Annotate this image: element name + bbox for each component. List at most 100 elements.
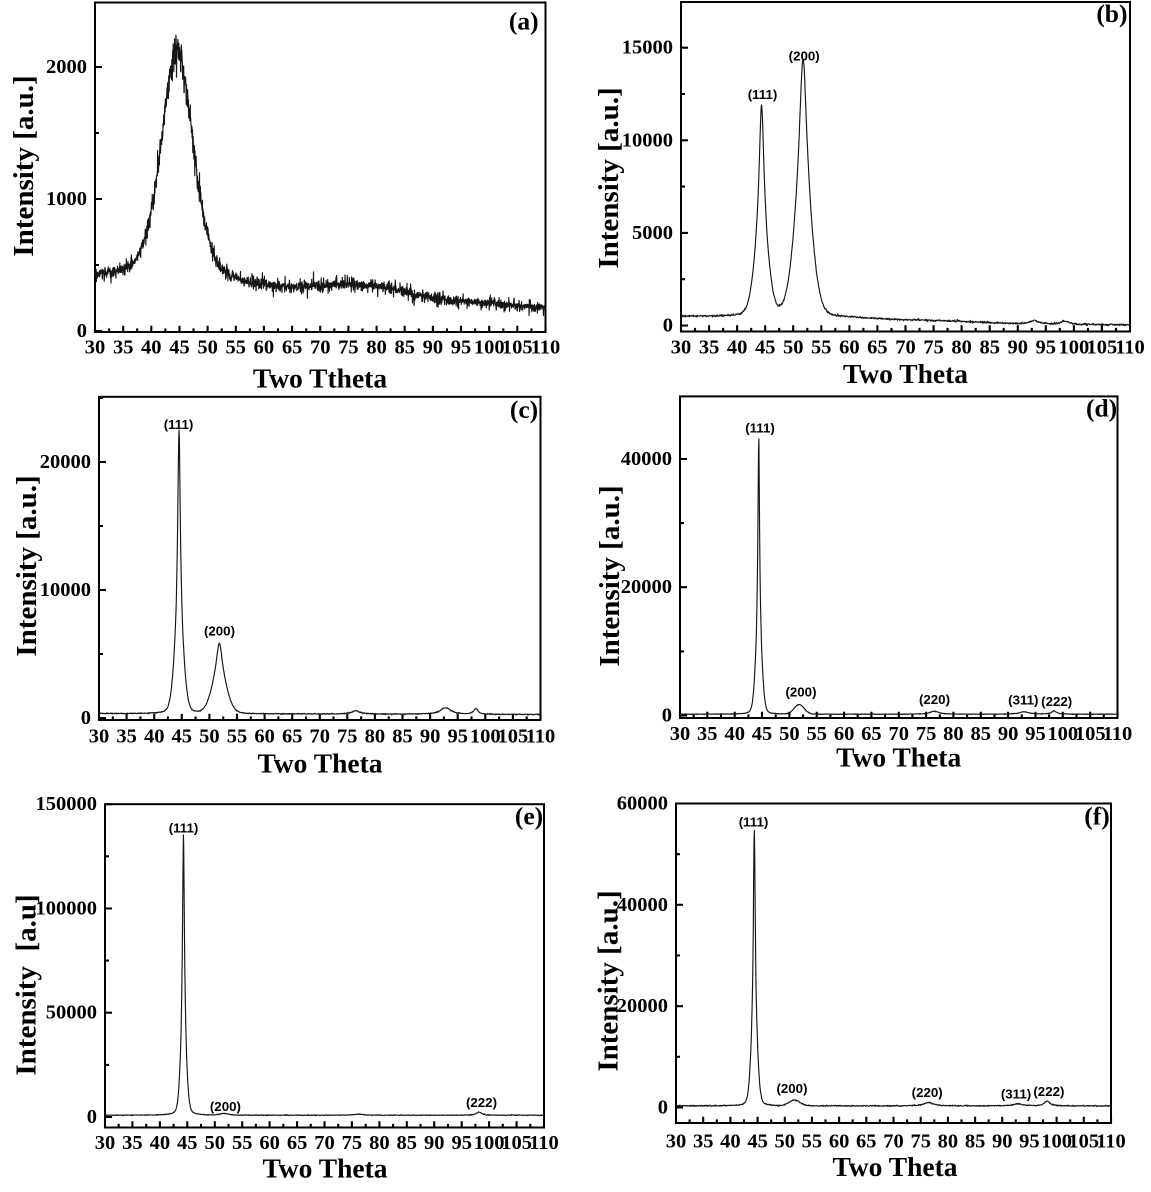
svg-text:110: 110: [1103, 723, 1133, 745]
svg-text:20000: 20000: [617, 995, 668, 1017]
svg-text:35: 35: [116, 726, 137, 748]
svg-text:(a): (a): [509, 6, 539, 35]
svg-text:75: 75: [916, 723, 937, 745]
svg-text:0: 0: [77, 320, 87, 342]
svg-text:35: 35: [697, 723, 718, 745]
svg-text:55: 55: [232, 1132, 253, 1154]
svg-text:40: 40: [727, 337, 748, 359]
svg-text:75: 75: [910, 1131, 931, 1153]
svg-text:65: 65: [282, 726, 303, 748]
svg-text:Intensity [a.u.]: Intensity [a.u.]: [11, 475, 43, 656]
svg-text:(220): (220): [919, 692, 950, 707]
svg-text:45: 45: [169, 337, 190, 359]
svg-text:75: 75: [923, 337, 944, 359]
svg-text:30: 30: [85, 337, 106, 359]
svg-text:Intensity [a.u]: Intensity [a.u]: [11, 894, 43, 1075]
svg-text:35: 35: [693, 1131, 714, 1153]
svg-text:20000: 20000: [621, 576, 672, 598]
svg-text:75: 75: [342, 1132, 363, 1154]
svg-text:35: 35: [113, 337, 134, 359]
svg-text:110: 110: [531, 337, 561, 359]
svg-text:(f): (f): [1084, 802, 1109, 831]
svg-text:(d): (d): [1086, 393, 1117, 422]
svg-text:45: 45: [755, 337, 776, 359]
svg-text:(b): (b): [1096, 0, 1127, 28]
svg-text:90: 90: [424, 1132, 445, 1154]
svg-text:60: 60: [259, 1132, 280, 1154]
svg-text:80: 80: [938, 1131, 959, 1153]
svg-text:85: 85: [394, 337, 415, 359]
svg-text:50: 50: [205, 1132, 226, 1154]
svg-text:(111): (111): [164, 417, 194, 432]
svg-text:65: 65: [282, 337, 303, 359]
svg-text:100: 100: [1047, 723, 1078, 745]
svg-text:85: 85: [965, 1131, 986, 1153]
svg-text:30: 30: [666, 1131, 687, 1153]
svg-text:90: 90: [992, 1131, 1013, 1153]
svg-text:(200): (200): [204, 624, 235, 639]
svg-text:65: 65: [861, 723, 882, 745]
svg-text:90: 90: [423, 337, 444, 359]
svg-text:Two Ttheta: Two Ttheta: [253, 363, 387, 394]
svg-text:75: 75: [338, 337, 359, 359]
svg-text:35: 35: [122, 1132, 143, 1154]
svg-text:95: 95: [1036, 337, 1057, 359]
svg-text:Two Theta: Two Theta: [843, 358, 968, 389]
svg-text:Two Theta: Two Theta: [262, 1153, 387, 1184]
svg-text:110: 110: [1096, 1131, 1126, 1153]
svg-text:95: 95: [1019, 1131, 1040, 1153]
svg-text:30: 30: [95, 1132, 116, 1154]
svg-text:50000: 50000: [46, 1002, 97, 1024]
svg-text:105: 105: [501, 1132, 532, 1154]
svg-text:15000: 15000: [622, 37, 673, 59]
svg-text:90: 90: [1008, 337, 1029, 359]
svg-text:85: 85: [979, 337, 1000, 359]
svg-text:30: 30: [89, 726, 110, 748]
svg-text:105: 105: [498, 726, 529, 748]
svg-text:105: 105: [1075, 723, 1106, 745]
svg-text:(220): (220): [912, 1085, 943, 1100]
svg-text:60: 60: [829, 1131, 850, 1153]
svg-text:45: 45: [177, 1132, 198, 1154]
svg-text:65: 65: [856, 1131, 877, 1153]
svg-text:80: 80: [943, 723, 964, 745]
svg-text:55: 55: [227, 726, 248, 748]
svg-text:1000: 1000: [46, 188, 87, 210]
svg-text:0: 0: [658, 1097, 668, 1119]
svg-text:40: 40: [150, 1132, 171, 1154]
svg-text:35: 35: [699, 337, 720, 359]
svg-text:55: 55: [802, 1131, 823, 1153]
svg-text:85: 85: [392, 726, 413, 748]
svg-text:5000: 5000: [632, 222, 673, 244]
svg-text:(111): (111): [739, 815, 769, 830]
svg-text:110: 110: [529, 1132, 559, 1154]
svg-text:80: 80: [365, 726, 386, 748]
svg-text:Intensity [a.u.]: Intensity [a.u.]: [593, 87, 625, 268]
svg-text:50: 50: [783, 337, 804, 359]
svg-text:30: 30: [671, 337, 692, 359]
svg-text:(222): (222): [1033, 1084, 1064, 1099]
svg-text:(111): (111): [748, 87, 778, 102]
svg-text:0: 0: [662, 705, 672, 727]
svg-text:10000: 10000: [622, 129, 673, 151]
svg-text:10000: 10000: [40, 579, 91, 601]
svg-text:65: 65: [287, 1132, 308, 1154]
svg-text:95: 95: [451, 337, 472, 359]
svg-text:(111): (111): [745, 421, 775, 436]
svg-text:80: 80: [951, 337, 972, 359]
svg-text:90: 90: [420, 726, 441, 748]
svg-text:55: 55: [226, 337, 247, 359]
svg-text:Two Theta: Two Theta: [836, 742, 961, 773]
svg-text:50: 50: [197, 337, 218, 359]
svg-text:0: 0: [81, 707, 91, 729]
svg-text:Two Theta: Two Theta: [832, 1151, 957, 1182]
svg-text:50: 50: [779, 723, 800, 745]
svg-text:100: 100: [474, 1132, 505, 1154]
svg-text:(311): (311): [1001, 1086, 1031, 1101]
svg-text:40: 40: [720, 1131, 741, 1153]
svg-text:30: 30: [670, 723, 691, 745]
svg-text:(200): (200): [789, 49, 820, 64]
svg-text:150000: 150000: [36, 793, 98, 815]
svg-text:(222): (222): [466, 1095, 497, 1110]
svg-text:50: 50: [199, 726, 220, 748]
